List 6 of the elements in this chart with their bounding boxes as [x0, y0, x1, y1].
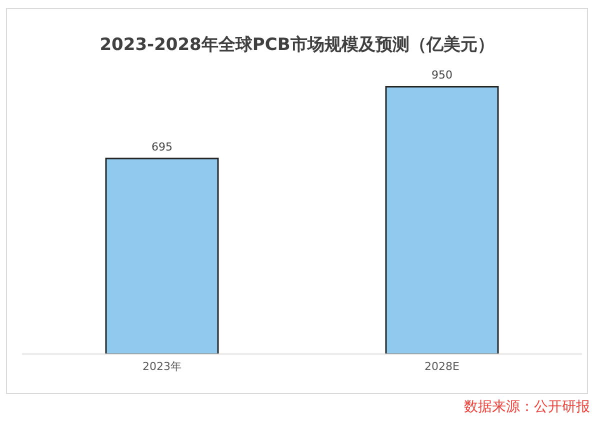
source-note: 数据来源：公开研报 — [464, 398, 590, 416]
chart-title: 2023-2028年全球PCB市场规模及预测（亿美元） — [98, 34, 496, 56]
x-tick-label: 2023年 — [142, 360, 182, 373]
data-label: 695 — [152, 140, 172, 154]
data-label: 950 — [432, 68, 452, 82]
x-tick-label: 2028E — [424, 360, 460, 373]
